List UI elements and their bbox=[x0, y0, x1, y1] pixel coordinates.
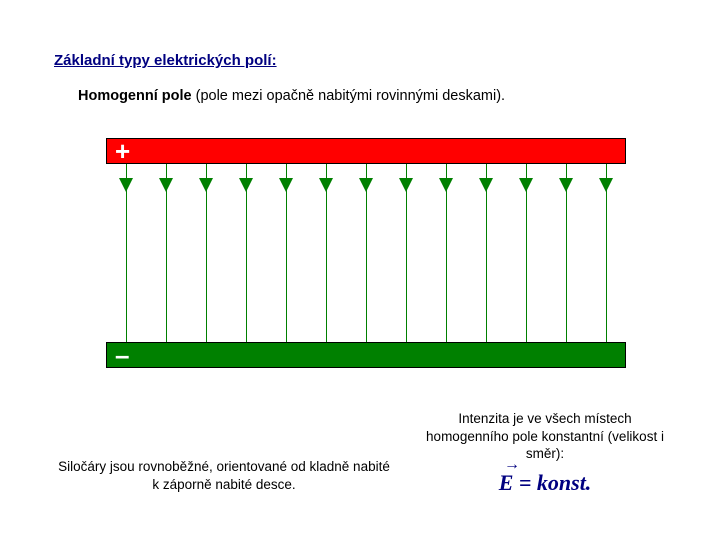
arrow-down-icon bbox=[399, 178, 413, 192]
arrow-down-icon bbox=[519, 178, 533, 192]
arrow-down-icon bbox=[279, 178, 293, 192]
vector-arrow-icon: → bbox=[504, 456, 520, 474]
minus-sign: – bbox=[115, 342, 129, 368]
caption-intensity: Intenzita je ve všech místech homogenníh… bbox=[420, 410, 670, 463]
field-line bbox=[606, 164, 607, 342]
subtitle-bold: Homogenní pole bbox=[78, 88, 192, 104]
section-title: Základní typy elektrických polí: bbox=[54, 52, 277, 69]
field-line bbox=[166, 164, 167, 342]
field-line bbox=[286, 164, 287, 342]
field-line bbox=[366, 164, 367, 342]
arrow-down-icon bbox=[199, 178, 213, 192]
subtitle-rest: (pole mezi opačně nabitými rovinnými des… bbox=[192, 88, 506, 104]
field-line bbox=[406, 164, 407, 342]
arrow-down-icon bbox=[559, 178, 573, 192]
plus-sign: + bbox=[115, 138, 130, 164]
formula-intensity-constant: → E = konst. bbox=[420, 470, 670, 496]
arrow-down-icon bbox=[479, 178, 493, 192]
field-line bbox=[566, 164, 567, 342]
homogeneous-field-diagram: + – bbox=[106, 138, 626, 368]
subtitle: Homogenní pole (pole mezi opačně nabitým… bbox=[78, 88, 505, 104]
positive-plate: + bbox=[106, 138, 626, 164]
field-line bbox=[526, 164, 527, 342]
caption-field-lines: Siločáry jsou rovnoběžné, orientované od… bbox=[54, 458, 394, 493]
arrow-down-icon bbox=[599, 178, 613, 192]
field-line bbox=[326, 164, 327, 342]
negative-plate: – bbox=[106, 342, 626, 368]
arrow-down-icon bbox=[359, 178, 373, 192]
field-line bbox=[486, 164, 487, 342]
field-line bbox=[206, 164, 207, 342]
field-line bbox=[246, 164, 247, 342]
arrow-down-icon bbox=[159, 178, 173, 192]
field-lines-container bbox=[106, 164, 626, 342]
field-line bbox=[126, 164, 127, 342]
arrow-down-icon bbox=[319, 178, 333, 192]
arrow-down-icon bbox=[439, 178, 453, 192]
field-line bbox=[446, 164, 447, 342]
arrow-down-icon bbox=[119, 178, 133, 192]
arrow-down-icon bbox=[239, 178, 253, 192]
